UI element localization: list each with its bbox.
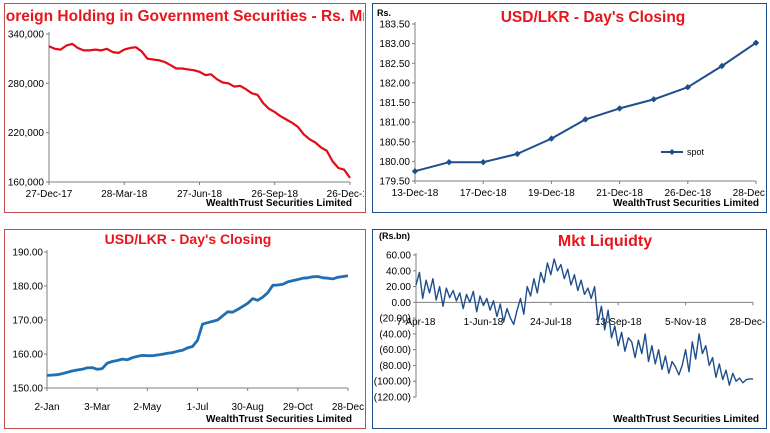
unit-label: (Rs.bn) xyxy=(379,231,410,241)
y-tick-label: 220,000 xyxy=(8,128,45,139)
data-point xyxy=(445,158,453,166)
x-tick-label: 13-Sep-18 xyxy=(595,317,642,328)
x-tick-label: 24-Jul-18 xyxy=(530,317,572,328)
y-tick-label: 183.50 xyxy=(379,20,410,31)
y-tick-label: (80.00) xyxy=(379,361,411,372)
x-tick-label: 26-Dec-18 xyxy=(327,189,364,200)
usdlkr-year-chart: USD/LKR - Day's Closing 150.00 160.00 170.0… xyxy=(12,231,364,425)
y-tick-label: 0.00 xyxy=(392,298,412,309)
chart-title: USD/LKR - Day's Closing xyxy=(105,231,272,247)
unit-label: Rs. xyxy=(377,8,391,18)
data-point xyxy=(718,62,726,70)
x-tick-label: 29-Oct xyxy=(283,402,313,413)
x-tick-label: 21-Dec-18 xyxy=(596,188,643,199)
y-tick-label: 170.00 xyxy=(12,316,43,327)
chart-panel-foreign-holding: Foreign Holding in Government Securities… xyxy=(4,3,366,213)
series-line xyxy=(414,41,757,173)
x-tick-label: 2-Jan xyxy=(34,402,59,413)
y-tick-label: 180.00 xyxy=(12,282,43,293)
x-tick-label: 13-Dec-18 xyxy=(392,188,439,199)
y-tick-label: 180.00 xyxy=(379,157,410,168)
x-tick-label: 28-Dec xyxy=(332,402,364,413)
x-tick-label: 28-Mar-18 xyxy=(101,189,148,200)
chart-title: Mkt Liquidty xyxy=(558,233,652,250)
data-point xyxy=(548,135,555,142)
chart-title: USD/LKR - Day's Closing xyxy=(501,9,686,26)
source-credit: WealthTrust Securities Limited xyxy=(206,198,352,209)
data-point xyxy=(411,167,419,175)
y-tick-label: 183.00 xyxy=(379,39,410,50)
chart-panel-mkt-liquidity: Mkt Liquidty (Rs.bn) 60.00 40.00 20.00 0.00 (2… xyxy=(372,229,767,429)
y-tick-label: 181.50 xyxy=(379,98,410,109)
chart-panel-usdlkr-year: USD/LKR - Day's Closing 150.00 160.00 170.0… xyxy=(4,229,366,429)
x-tick-label: 26-Sep-18 xyxy=(251,189,298,200)
source-credit: WealthTrust Securities Limited xyxy=(206,414,352,425)
y-tick-label: 160,000 xyxy=(8,178,45,189)
y-tick-label: 150.00 xyxy=(12,384,43,395)
y-tick-label: 160.00 xyxy=(12,350,43,361)
foreign-holding-chart: Foreign Holding in Government Securities… xyxy=(5,8,364,209)
legend-swatch-marker xyxy=(669,149,675,155)
series-line xyxy=(48,42,351,179)
y-tick-label: (20.00) xyxy=(379,314,411,325)
x-tick-label: 1-Jul xyxy=(187,402,209,413)
source-credit: WealthTrust Securities Limited xyxy=(613,414,759,425)
y-tick-label: 40.00 xyxy=(386,266,411,277)
x-tick-label: 27-Jun-18 xyxy=(177,189,222,200)
legend-entry: spot xyxy=(687,147,705,157)
y-tick-label: 60.00 xyxy=(386,251,411,262)
series-line xyxy=(415,258,753,386)
y-tick-label: 179.50 xyxy=(379,177,410,188)
y-tick-label: (120.00) xyxy=(374,393,411,404)
x-tick-label: 2-May xyxy=(133,402,161,413)
data-point xyxy=(616,105,623,112)
chart-title: Foreign Holding in Government Securities… xyxy=(5,8,364,25)
x-tick-label: 26-Dec-18 xyxy=(664,188,711,199)
y-tick-label: 182.50 xyxy=(379,59,410,70)
data-point xyxy=(514,150,521,158)
y-tick-label: 280,000 xyxy=(8,79,45,90)
x-tick-label: 17-Dec-18 xyxy=(460,188,507,199)
x-tick-label: 27-Dec-17 xyxy=(26,189,73,200)
y-tick-label: 180.50 xyxy=(379,137,410,148)
y-tick-label: 182.00 xyxy=(379,78,410,89)
data-point xyxy=(480,158,487,166)
x-tick-label: 7-Apr-18 xyxy=(397,317,436,328)
y-tick-label: 181.00 xyxy=(379,118,410,129)
y-tick-label: 20.00 xyxy=(386,282,411,293)
y-tick-label: (100.00) xyxy=(374,377,411,388)
mkt-liquidity-chart: Mkt Liquidty (Rs.bn) 60.00 40.00 20.00 0.00 (2… xyxy=(374,231,765,425)
data-point xyxy=(752,39,760,47)
data-point xyxy=(650,96,657,103)
x-tick-label: 19-Dec-18 xyxy=(528,188,575,199)
source-credit: WealthTrust Securities Limited xyxy=(613,198,759,209)
y-tick-label: 190.00 xyxy=(12,248,43,259)
y-tick-label: (40.00) xyxy=(379,329,411,340)
x-tick-label: 30-Aug xyxy=(232,402,264,413)
x-tick-label: 1-Jun-18 xyxy=(464,317,504,328)
usdlkr-spot-chart: USD/LKR - Day's Closing Rs. 179.50 180.00 18… xyxy=(377,8,765,209)
x-tick-label: 3-Mar xyxy=(84,402,111,413)
series-line xyxy=(46,274,349,377)
x-tick-label: 28-Dec-18 xyxy=(733,188,765,199)
data-point xyxy=(582,116,589,123)
y-tick-label: (60.00) xyxy=(379,345,411,356)
x-tick-label: 28-Dec-18 xyxy=(730,317,765,328)
y-tick-label: 340,000 xyxy=(8,30,45,41)
chart-panel-usdlkr-spot: USD/LKR - Day's Closing Rs. 179.50 180.00 18… xyxy=(372,3,767,213)
x-tick-label: 5-Nov-18 xyxy=(665,317,707,328)
